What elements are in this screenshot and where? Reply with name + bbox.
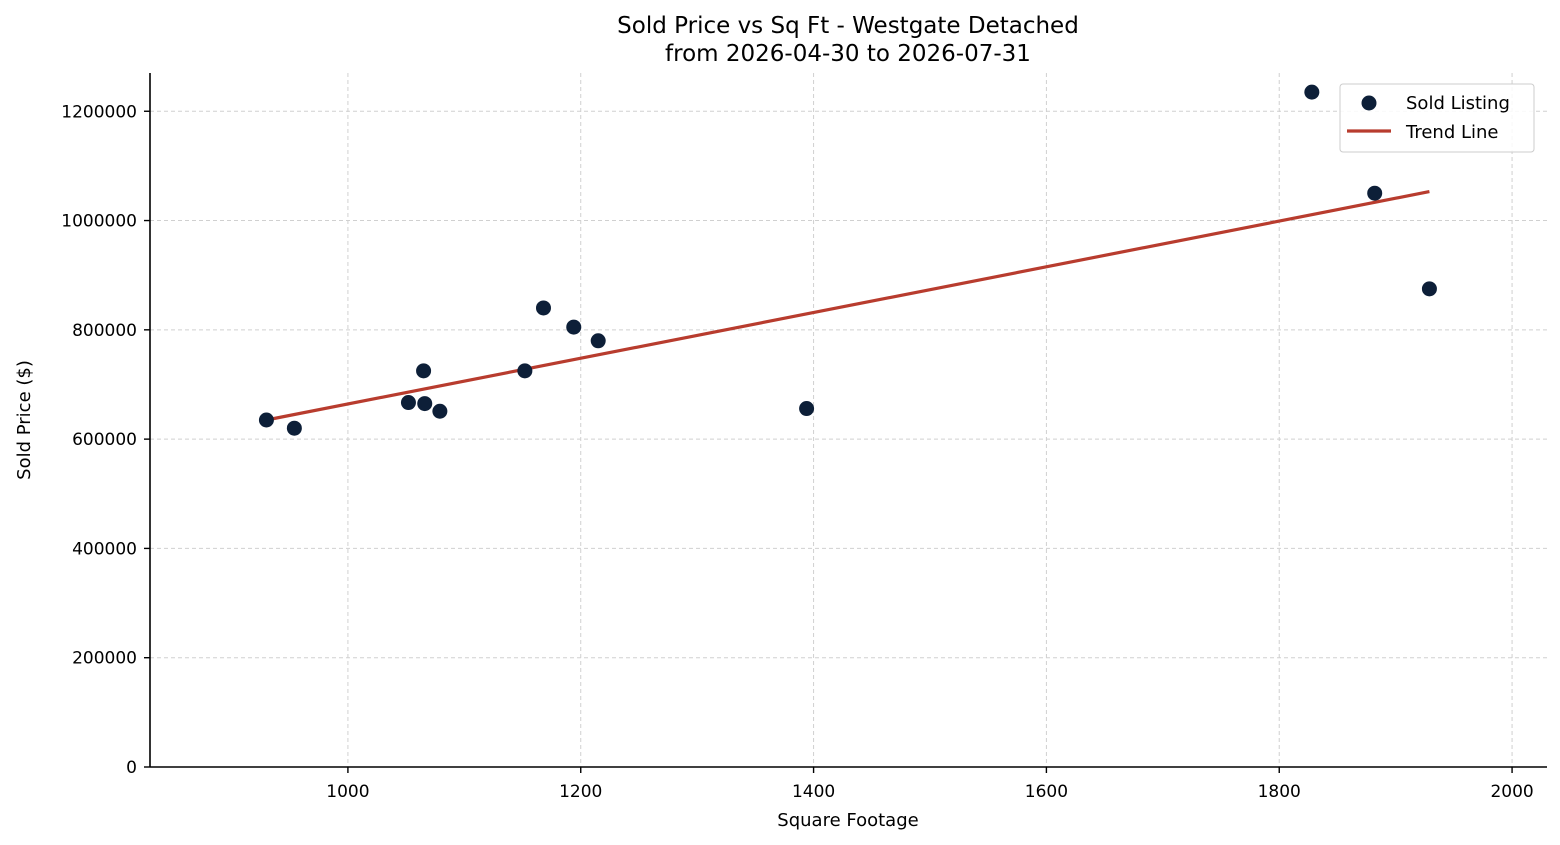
series-layer	[258, 84, 1437, 436]
sold-listing-point	[566, 319, 582, 335]
y-tick-label: 400000	[72, 539, 137, 559]
y-axis-label: Sold Price ($)	[14, 360, 35, 480]
sold-listing-point	[590, 333, 606, 349]
y-tick-label: 800000	[72, 321, 137, 341]
chart-subtitle: from 2026-04-30 to 2026-07-31	[665, 41, 1031, 67]
legend-marker-sold-listing	[1361, 95, 1377, 111]
legend: Sold Listing Trend Line	[1339, 83, 1535, 153]
legend-label-sold-listing: Sold Listing	[1406, 93, 1510, 114]
legend-frame	[1339, 83, 1535, 153]
x-tick-label: 1800	[1258, 782, 1301, 802]
x-tick-label: 1000	[326, 782, 369, 802]
grid-lines	[150, 73, 1547, 768]
x-tick-label: 2000	[1490, 782, 1533, 802]
trend-line	[266, 190, 1430, 422]
x-tick-label: 1200	[559, 782, 602, 802]
sold-listing-point	[432, 403, 448, 419]
sold-listing-point	[1421, 281, 1437, 297]
y-tick-label: 200000	[72, 649, 137, 669]
x-tick-label: 1600	[1025, 782, 1068, 802]
legend-label-trend-line: Trend Line	[1405, 122, 1499, 143]
y-tick-label: 0	[126, 758, 137, 778]
x-tick-label: 1400	[792, 782, 835, 802]
y-tick-label: 1000000	[61, 212, 137, 232]
sold-listing-point	[535, 300, 551, 316]
sold-listing-point	[517, 363, 533, 379]
y-tick-label: 1200000	[61, 102, 137, 122]
chart-title: Sold Price vs Sq Ft - Westgate Detached	[617, 13, 1079, 39]
x-axis-label: Square Footage	[777, 810, 918, 831]
axis-ticks: 1000 1200 1400 1600 1800 2000 0 200000 400000 600…	[61, 102, 1533, 802]
sold-listing-point	[1304, 84, 1320, 100]
sold-listing-point	[258, 412, 274, 428]
sold-listing-point	[799, 401, 815, 417]
sold-listing-point	[417, 396, 433, 412]
sold-listing-point	[286, 420, 302, 436]
sold-listing-point	[400, 395, 416, 411]
y-tick-label: 600000	[72, 430, 137, 450]
sold-listing-point	[1367, 185, 1383, 201]
sold-listing-point	[416, 363, 432, 379]
